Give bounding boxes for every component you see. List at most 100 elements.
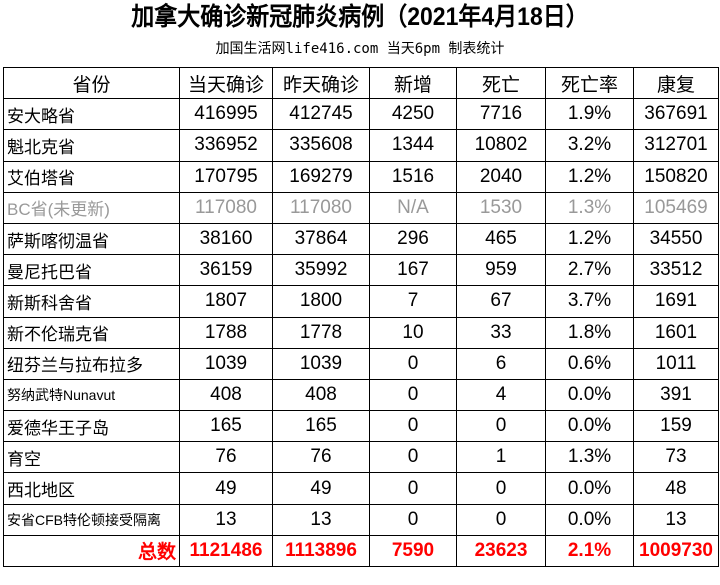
header-recovered: 康复 — [633, 66, 719, 100]
cell-deaths: 0 — [456, 503, 546, 536]
cell-death-rate: 0.0% — [545, 503, 634, 536]
cell-death-rate: 0.0% — [545, 472, 634, 505]
cell-new-cases: 4250 — [369, 98, 457, 131]
cell-deaths: 23623 — [456, 534, 546, 568]
cell-province: 努纳武特Nunavut — [3, 378, 180, 412]
cell-province: 总数 — [3, 534, 180, 568]
cell-death-rate: 1.3% — [545, 191, 634, 224]
cell-recovered: 1691 — [633, 285, 719, 318]
cell-province: 爱德华王子岛 — [3, 410, 180, 443]
cell-province: 安省CFB特伦顿接受隔离 — [3, 503, 180, 536]
table-row: 爱德华王子岛 165 165 0 0 0.0% 159 — [3, 410, 719, 443]
header-death-rate: 死亡率 — [545, 66, 634, 100]
cell-today-confirmed: 117080 — [179, 191, 273, 224]
cell-recovered: 48 — [633, 472, 719, 505]
cell-today-confirmed: 408 — [179, 378, 273, 412]
cell-province: BC省(未更新) — [3, 191, 180, 224]
table-row: 育空 76 76 0 1 1.3% 73 — [3, 441, 719, 474]
cell-today-confirmed: 1807 — [179, 285, 273, 318]
cell-deaths: 10802 — [456, 129, 546, 162]
header-deaths: 死亡 — [456, 66, 546, 100]
cell-new-cases: N/A — [369, 191, 457, 224]
cell-death-rate: 0.0% — [545, 410, 634, 443]
cell-today-confirmed: 49 — [179, 472, 273, 505]
cell-deaths: 959 — [456, 254, 546, 287]
cell-today-confirmed: 336952 — [179, 129, 273, 162]
cell-recovered: 105469 — [633, 191, 719, 224]
cell-today-confirmed: 36159 — [179, 254, 273, 287]
table-row: 纽芬兰与拉布拉多 1039 1039 0 6 0.6% 1011 — [3, 347, 719, 380]
cell-new-cases: 296 — [369, 222, 457, 256]
table-row: 魁北克省 336952 335608 1344 10802 3.2% 312701 — [3, 129, 719, 162]
cell-today-confirmed: 1121486 — [179, 534, 273, 568]
cell-new-cases: 0 — [369, 378, 457, 412]
cell-deaths: 0 — [456, 472, 546, 505]
cell-recovered: 159 — [633, 410, 719, 443]
cell-today-confirmed: 165 — [179, 410, 273, 443]
table-row: 新不伦瑞克省 1788 1778 10 33 1.8% 1601 — [3, 316, 719, 349]
cell-province: 艾伯塔省 — [3, 160, 180, 193]
cell-yesterday-confirmed: 1778 — [272, 316, 370, 349]
cell-death-rate: 2.1% — [545, 534, 634, 568]
cell-yesterday-confirmed: 1039 — [272, 347, 370, 380]
cell-province: 安大略省 — [3, 98, 180, 131]
page-title: 加拿大确诊新冠肺炎病例（2021年4月18日） — [131, 3, 589, 31]
cell-yesterday-confirmed: 165 — [272, 410, 370, 443]
cell-province: 曼尼托巴省 — [3, 254, 180, 287]
cell-province: 萨斯喀彻温省 — [3, 222, 180, 256]
cell-yesterday-confirmed: 1800 — [272, 285, 370, 318]
cell-new-cases: 0 — [369, 441, 457, 474]
table-row: BC省(未更新) 117080 117080 N/A 1530 1.3% 105469 — [3, 191, 719, 224]
cell-province: 新斯科舍省 — [3, 285, 180, 318]
header-today-confirmed: 当天确诊 — [179, 66, 273, 100]
cell-death-rate: 1.8% — [545, 316, 634, 349]
cell-today-confirmed: 1039 — [179, 347, 273, 380]
cell-new-cases: 1516 — [369, 160, 457, 193]
cell-province: 育空 — [3, 441, 180, 474]
cell-deaths: 6 — [456, 347, 546, 380]
cell-deaths: 7716 — [456, 98, 546, 131]
cell-recovered: 367691 — [633, 98, 719, 131]
cell-death-rate: 1.3% — [545, 441, 634, 474]
cell-deaths: 4 — [456, 378, 546, 412]
cell-yesterday-confirmed: 49 — [272, 472, 370, 505]
cell-deaths: 0 — [456, 410, 546, 443]
cell-province: 纽芬兰与拉布拉多 — [3, 347, 180, 380]
cell-death-rate: 0.6% — [545, 347, 634, 380]
cell-death-rate: 1.2% — [545, 160, 634, 193]
cell-today-confirmed: 76 — [179, 441, 273, 474]
table-row: 安省CFB特伦顿接受隔离 13 13 0 0 0.0% 13 — [3, 503, 719, 536]
cell-yesterday-confirmed: 169279 — [272, 160, 370, 193]
cell-today-confirmed: 416995 — [179, 98, 273, 131]
cell-death-rate: 3.2% — [545, 129, 634, 162]
cell-death-rate: 3.7% — [545, 285, 634, 318]
table-row: 新斯科舍省 1807 1800 7 67 3.7% 1691 — [3, 285, 719, 318]
cell-yesterday-confirmed: 335608 — [272, 129, 370, 162]
subtitle: 加国生活网life416.com 当天6pm 制表统计 — [215, 41, 505, 57]
cell-new-cases: 0 — [369, 503, 457, 536]
cell-deaths: 2040 — [456, 160, 546, 193]
cell-death-rate: 0.0% — [545, 378, 634, 412]
header-new-cases: 新增 — [369, 66, 457, 100]
cell-new-cases: 0 — [369, 472, 457, 505]
cell-death-rate: 2.7% — [545, 254, 634, 287]
cell-recovered: 13 — [633, 503, 719, 536]
cell-new-cases: 7 — [369, 285, 457, 318]
table-row: 艾伯塔省 170795 169279 1516 2040 1.2% 150820 — [3, 160, 719, 193]
cell-today-confirmed: 170795 — [179, 160, 273, 193]
cell-death-rate: 1.2% — [545, 222, 634, 256]
cell-recovered: 150820 — [633, 160, 719, 193]
cell-recovered: 73 — [633, 441, 719, 474]
table-row: 努纳武特Nunavut 408 408 0 4 0.0% 391 — [3, 378, 719, 412]
cell-new-cases: 0 — [369, 347, 457, 380]
cell-deaths: 1530 — [456, 191, 546, 224]
cell-new-cases: 7590 — [369, 534, 457, 568]
cell-deaths: 465 — [456, 222, 546, 256]
cell-new-cases: 10 — [369, 316, 457, 349]
table-row: 西北地区 49 49 0 0 0.0% 48 — [3, 472, 719, 505]
cell-yesterday-confirmed: 35992 — [272, 254, 370, 287]
cell-province: 西北地区 — [3, 472, 180, 505]
cell-deaths: 33 — [456, 316, 546, 349]
cell-new-cases: 167 — [369, 254, 457, 287]
table-row: 曼尼托巴省 36159 35992 167 959 2.7% 33512 — [3, 254, 719, 287]
